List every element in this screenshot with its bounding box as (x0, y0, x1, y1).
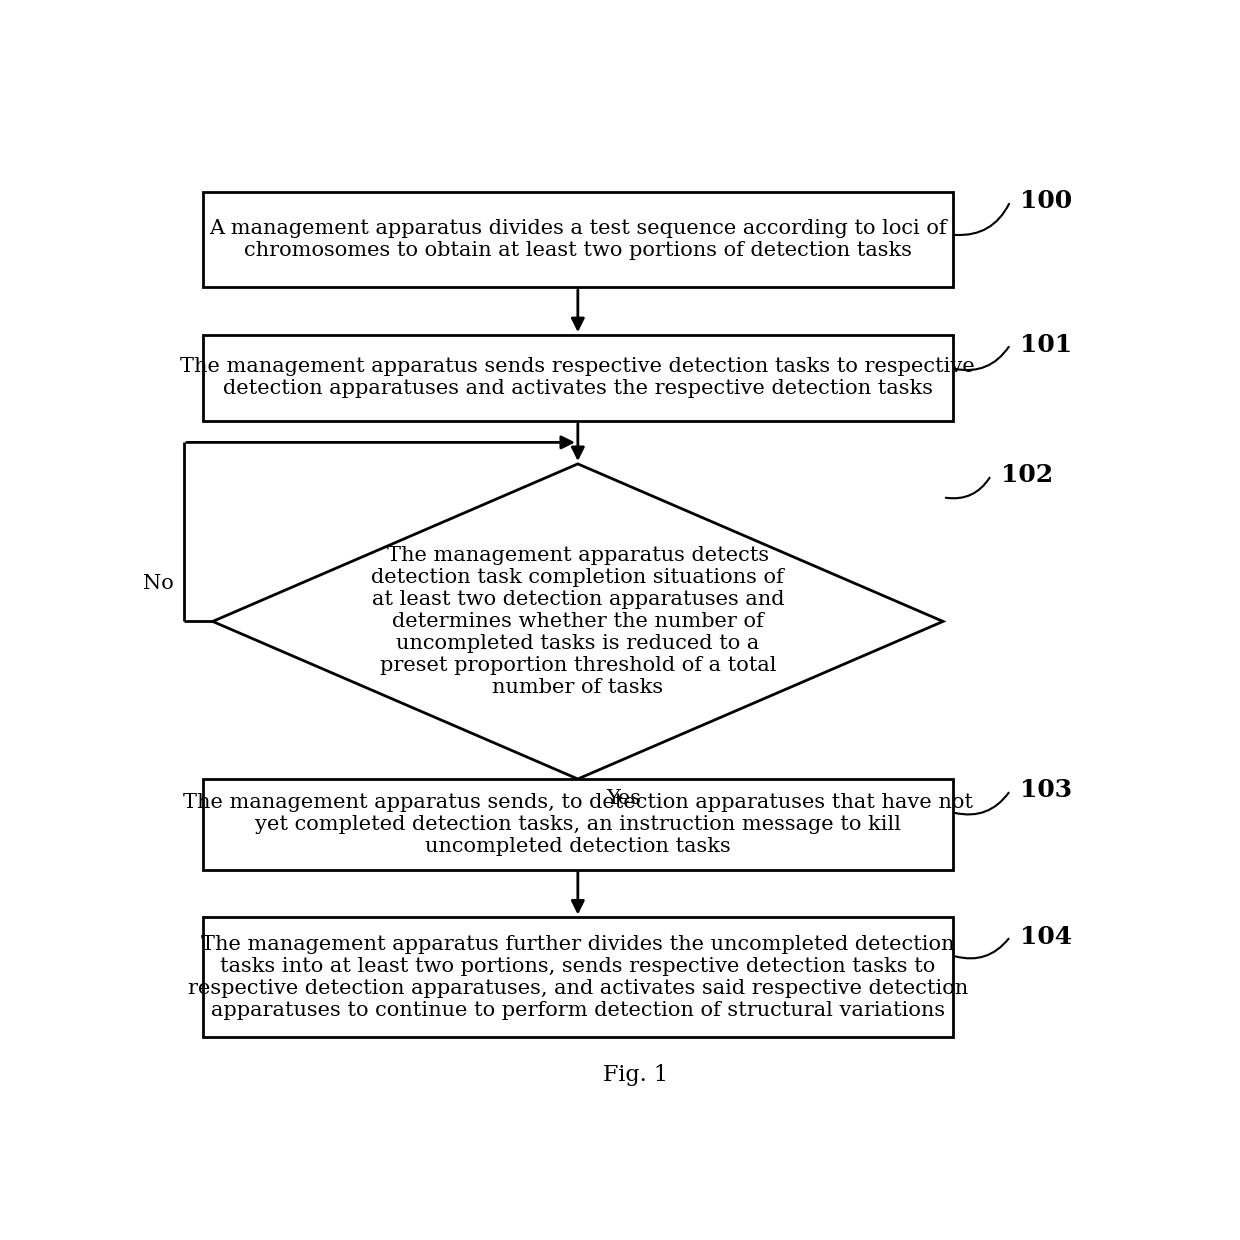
Text: The management apparatus sends respective detection tasks to respective
detectio: The management apparatus sends respectiv… (181, 357, 975, 398)
FancyBboxPatch shape (203, 335, 952, 420)
Text: The management apparatus further divides the uncompleted detection
tasks into at: The management apparatus further divides… (187, 935, 968, 1019)
Text: 103: 103 (1019, 779, 1073, 802)
FancyBboxPatch shape (203, 192, 952, 288)
Text: The management apparatus detects
detection task completion situations of
at leas: The management apparatus detects detecti… (372, 546, 784, 697)
Text: 100: 100 (1019, 190, 1073, 213)
Text: The management apparatus sends, to detection apparatuses that have not
yet compl: The management apparatus sends, to detec… (182, 792, 973, 856)
Text: Fig. 1: Fig. 1 (603, 1064, 668, 1086)
Text: A management apparatus divides a test sequence according to loci of
chromosomes : A management apparatus divides a test se… (210, 219, 946, 260)
FancyBboxPatch shape (203, 779, 952, 869)
Text: 101: 101 (1019, 332, 1073, 357)
Text: 104: 104 (1019, 925, 1073, 949)
Text: No: No (144, 574, 174, 593)
Text: 102: 102 (1001, 464, 1053, 487)
Text: Yes: Yes (606, 789, 641, 807)
Polygon shape (213, 464, 944, 779)
FancyBboxPatch shape (203, 918, 952, 1037)
